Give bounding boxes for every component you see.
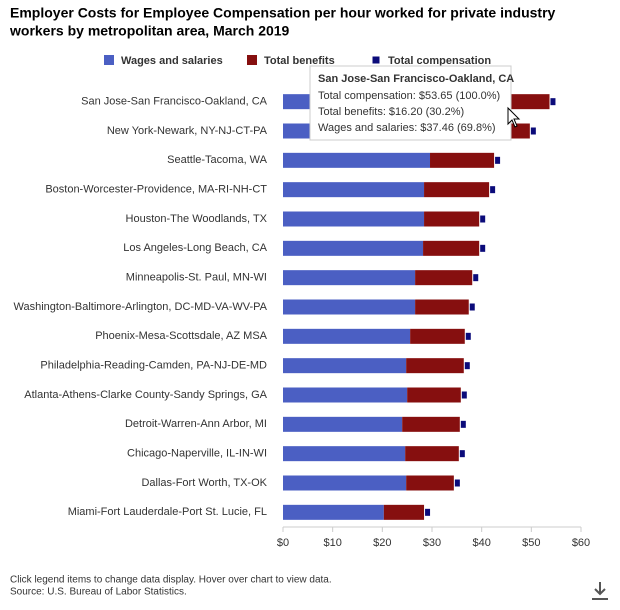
bar-segment[interactable]	[283, 182, 425, 198]
total-marker[interactable]	[461, 391, 467, 399]
bar-segment[interactable]	[283, 152, 431, 168]
total-marker[interactable]	[490, 186, 496, 194]
legend-item[interactable]: Total compensation	[372, 55, 492, 67]
bar-segment[interactable]	[405, 446, 459, 462]
bar-segment[interactable]	[415, 299, 469, 315]
download-icon[interactable]	[592, 582, 608, 600]
x-tick-label: $60	[572, 537, 590, 549]
tooltip-line: Total benefits: $16.20 (30.2%)	[318, 106, 464, 118]
bar-segment[interactable]	[424, 211, 480, 227]
legend-swatch[interactable]	[104, 55, 114, 65]
tooltip-line: Wages and salaries: $37.46 (69.8%)	[318, 122, 496, 134]
chart-title: Employer Costs for Employee Compensation…	[10, 5, 556, 21]
legend-swatch[interactable]	[372, 56, 380, 64]
bar-segment[interactable]	[406, 475, 454, 491]
x-tick-label: $0	[277, 537, 289, 549]
bar-segment[interactable]	[407, 387, 461, 403]
y-tick-label: Minneapolis-St. Paul, MN-WI	[126, 272, 267, 284]
bar-segment[interactable]	[283, 240, 424, 256]
total-marker[interactable]	[425, 508, 431, 516]
bar-segment[interactable]	[406, 358, 464, 374]
bar-segment[interactable]	[430, 152, 495, 168]
y-tick-label: Miami-Fort Lauderdale-Port St. Lucie, FL	[68, 506, 267, 518]
bar-segment[interactable]	[283, 387, 408, 403]
legend-item[interactable]: Wages and salaries	[104, 55, 223, 67]
bar-segment[interactable]	[283, 446, 406, 462]
legend-label[interactable]: Wages and salaries	[121, 55, 223, 67]
y-tick-label: Seattle-Tacoma, WA	[167, 154, 268, 166]
tooltip-title: San Jose-San Francisco-Oakland, CA	[318, 73, 514, 85]
y-tick-label: Atlanta-Athens-Clarke County-Sandy Sprin…	[24, 389, 267, 401]
x-tick-label: $20	[373, 537, 391, 549]
y-tick-label: Dallas-Fort Worth, TX-OK	[141, 477, 267, 489]
x-tick-label: $50	[522, 537, 540, 549]
bar-segment[interactable]	[383, 504, 425, 520]
total-marker[interactable]	[480, 215, 486, 223]
total-marker[interactable]	[473, 274, 479, 282]
x-tick-label: $30	[423, 537, 441, 549]
total-marker[interactable]	[469, 303, 475, 311]
chart-title-line2: workers by metropolitan area, March 2019	[9, 23, 290, 39]
bar-segment[interactable]	[283, 475, 407, 491]
total-marker[interactable]	[459, 450, 465, 458]
bar-segment[interactable]	[283, 270, 416, 286]
download-button[interactable]	[592, 582, 608, 600]
legend-item[interactable]: Total benefits	[247, 55, 335, 67]
tooltip-box	[309, 65, 512, 141]
total-marker[interactable]	[550, 98, 556, 106]
bar-segment[interactable]	[410, 328, 465, 344]
x-tick-label: $10	[323, 537, 341, 549]
total-marker[interactable]	[460, 420, 466, 428]
bar-segment[interactable]	[423, 240, 480, 256]
y-tick-label: Detroit-Warren-Ann Arbor, MI	[125, 418, 267, 430]
y-tick-label: Houston-The Woodlands, TX	[126, 213, 268, 225]
total-marker[interactable]	[454, 479, 460, 487]
bar-segment[interactable]	[402, 416, 460, 432]
legend-label[interactable]: Total compensation	[388, 55, 491, 67]
x-tick-label: $40	[472, 537, 490, 549]
y-tick-label: Phoenix-Mesa-Scottsdale, AZ MSA	[95, 330, 267, 342]
bar-segment[interactable]	[283, 299, 416, 315]
note: Click legend items to change data displa…	[10, 575, 332, 586]
legend-swatch[interactable]	[247, 55, 257, 65]
bar-segment[interactable]	[283, 358, 407, 374]
y-tick-label: Los Angeles-Long Beach, CA	[123, 242, 267, 254]
tooltip: San Jose-San Francisco-Oakland, CA Total …	[309, 65, 514, 141]
y-tick-label: San Jose-San Francisco-Oakland, CA	[81, 96, 268, 108]
cursor	[507, 106, 521, 128]
bar-segment[interactable]	[424, 182, 490, 198]
bar-segment[interactable]	[283, 416, 403, 432]
source: Source: U.S. Bureau of Labor Statistics.	[10, 587, 187, 598]
total-marker[interactable]	[530, 127, 536, 135]
bar-segment[interactable]	[283, 211, 425, 227]
bar-segment[interactable]	[283, 328, 411, 344]
legend-label[interactable]: Total benefits	[264, 55, 335, 67]
total-marker[interactable]	[480, 244, 486, 252]
total-marker[interactable]	[465, 332, 471, 340]
y-tick-label: Washington-Baltimore-Arlington, DC-MD-VA…	[14, 301, 268, 313]
y-tick-label: Boston-Worcester-Providence, MA-RI-NH-CT	[45, 184, 267, 196]
total-marker[interactable]	[464, 362, 470, 370]
tooltip-line: Total compensation: $53.65 (100.0%)	[318, 90, 500, 102]
y-tick-label: Philadelphia-Reading-Camden, PA-NJ-DE-MD	[40, 360, 267, 372]
bar-segment[interactable]	[283, 504, 384, 520]
y-tick-label: Chicago-Naperville, IL-IN-WI	[127, 448, 267, 460]
plot-area: $0 $10 $20 $30 $40 $50 $60 San Jose-San Francis…	[14, 94, 590, 549]
y-tick-label: New York-Newark, NY-NJ-CT-PA	[107, 125, 268, 137]
total-marker[interactable]	[495, 156, 501, 164]
bar-segment[interactable]	[415, 270, 473, 286]
